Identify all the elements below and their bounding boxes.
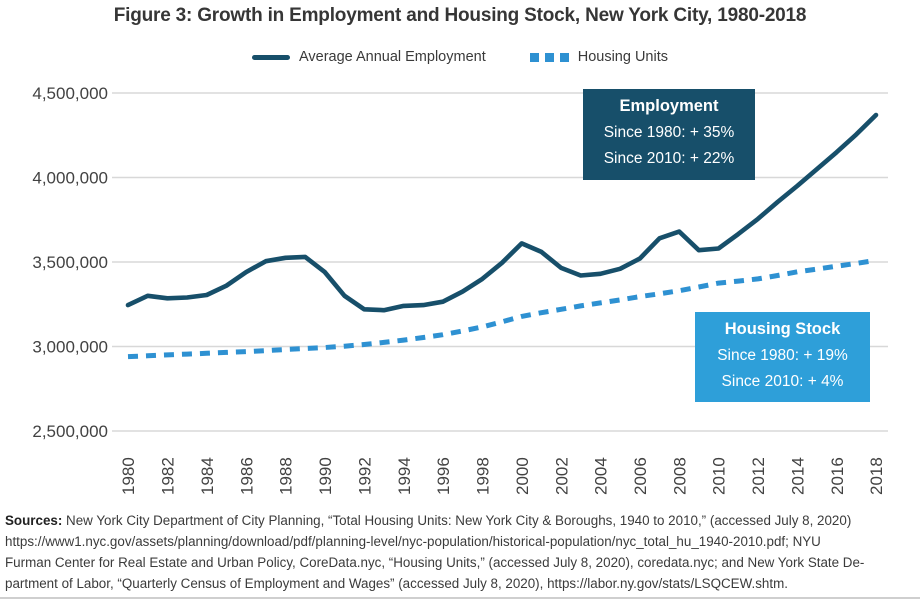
x-axis-tick-label: 1996 [434,457,453,495]
bottom-divider [0,597,920,599]
x-axis-tick-label: 2008 [670,457,689,495]
x-axis-tick-label: 2010 [710,457,729,495]
employment-since-1980: Since 1980: + 35% [603,124,735,141]
employment-annotation-box: Employment Since 1980: + 35% Since 2010:… [583,89,755,180]
x-axis-tick-label: 1992 [355,457,374,495]
figure-title: Figure 3: Growth in Employment and Housi… [113,5,807,26]
sources-label: Sources: [5,513,63,528]
x-axis-tick-label: 1980 [119,457,138,495]
dashed-line-swatch-icon [529,52,569,62]
x-axis-tick-label: 2014 [789,457,808,495]
x-axis-tick-label: 1986 [237,457,256,495]
solid-line-swatch-icon [251,54,290,60]
x-axis-tick-label: 2016 [828,457,847,495]
sources-note: Sources: New York City Department of Cit… [5,510,920,594]
x-axis-tick-label: 1994 [395,457,414,495]
sources-line-1-text: New York City Department of City Plannin… [66,513,852,528]
x-axis-tick-label: 2018 [867,457,886,495]
employment-annotation-title: Employment [619,97,719,115]
legend-label-housing: Housing Units [577,49,668,65]
sources-line-4: partment of Labor, “Quarterly Census of … [5,576,788,591]
x-axis-tick-label: 2006 [631,457,650,495]
y-axis-tick-label: 3,000,000 [32,338,108,357]
x-axis-tick-label: 1990 [316,457,335,495]
y-axis-tick-label: 4,000,000 [32,169,108,188]
housing-since-2010: Since 2010: + 4% [721,373,844,390]
y-axis-tick-label: 4,500,000 [32,84,108,103]
x-axis-tick-label: 1982 [159,457,178,495]
x-axis-tick-label: 1984 [198,457,217,495]
housing-stock-annotation-box: Housing Stock Since 1980: + 19% Since 20… [695,312,870,402]
employment-since-2010: Since 2010: + 22% [603,150,735,167]
y-axis-tick-label: 3,500,000 [32,253,108,272]
y-axis-tick-label: 2,500,000 [32,422,108,441]
legend-item-employment: Average Annual Employment [251,49,486,65]
legend-label-employment: Average Annual Employment [298,49,486,65]
legend-item-housing: Housing Units [529,49,668,65]
x-axis-tick-label: 1988 [277,457,296,495]
x-axis-tick-label: 1998 [474,457,493,495]
x-axis-tick-label: 2002 [552,457,571,495]
employment-line [125,112,879,313]
housing-stock-annotation-title: Housing Stock [724,320,841,338]
sources-line-3: Furman Center for Real Estate and Urban … [5,555,865,570]
sources-line-1: Sources: New York City Department of Cit… [5,510,920,531]
x-axis-tick-label: 2012 [749,457,768,495]
sources-line-2: https://www1.nyc.gov/assets/planning/dow… [5,534,821,549]
x-axis-tick-label: 2004 [592,457,611,495]
housing-since-1980: Since 1980: + 19% [717,347,848,364]
x-axis-tick-label: 2000 [513,457,532,495]
chart-legend: Average Annual Employment Housing Units [0,49,920,65]
